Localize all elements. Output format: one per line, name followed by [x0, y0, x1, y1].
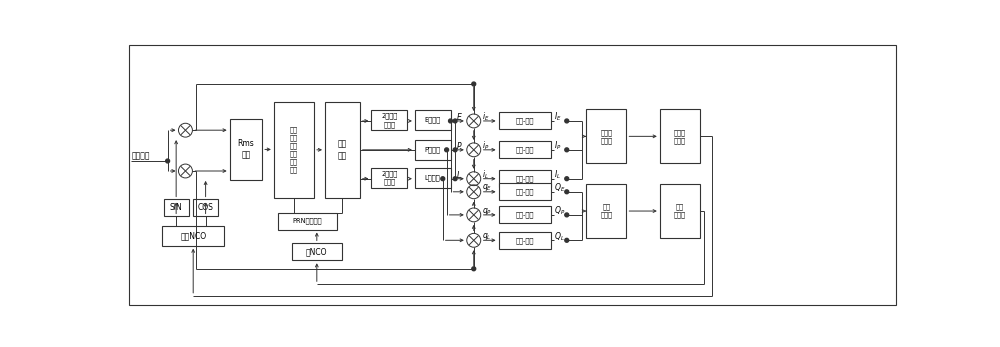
- Text: P支路码: P支路码: [425, 146, 441, 153]
- Text: $Q_L$: $Q_L$: [554, 230, 565, 243]
- Circle shape: [472, 82, 476, 86]
- Text: E支路码: E支路码: [425, 117, 441, 124]
- Bar: [499, 170, 551, 187]
- Bar: [371, 168, 407, 188]
- Text: $I_P$: $I_P$: [554, 140, 562, 152]
- Bar: [586, 109, 626, 163]
- Circle shape: [445, 148, 449, 152]
- Text: $I_L$: $I_L$: [554, 169, 561, 181]
- Text: $i_P$: $i_P$: [482, 140, 490, 152]
- Bar: [164, 200, 189, 217]
- Text: $I_E$: $I_E$: [554, 111, 562, 123]
- Text: 码环
鉴别器: 码环 鉴别器: [600, 204, 612, 218]
- Circle shape: [565, 148, 569, 152]
- Bar: [325, 102, 360, 198]
- Text: PRN码发生器: PRN码发生器: [293, 218, 322, 225]
- Circle shape: [472, 267, 476, 271]
- Text: L: L: [457, 171, 461, 180]
- Bar: [415, 140, 450, 160]
- Bar: [230, 119, 262, 180]
- Bar: [162, 227, 224, 246]
- Text: 码NCO: 码NCO: [306, 247, 328, 256]
- Circle shape: [449, 119, 452, 123]
- Text: $Q_P$: $Q_P$: [554, 205, 566, 217]
- Text: $q_P$: $q_P$: [482, 205, 492, 217]
- Bar: [499, 206, 551, 223]
- Circle shape: [166, 159, 170, 163]
- Bar: [499, 112, 551, 129]
- Text: 积分-清除: 积分-清除: [516, 212, 534, 218]
- Circle shape: [441, 177, 445, 181]
- Text: $i_E$: $i_E$: [482, 111, 490, 123]
- Circle shape: [565, 177, 569, 181]
- Text: $q_L$: $q_L$: [482, 231, 492, 242]
- Text: $i_L$: $i_L$: [482, 169, 489, 181]
- Circle shape: [565, 238, 569, 242]
- Circle shape: [453, 148, 457, 152]
- Text: E: E: [457, 113, 462, 122]
- Bar: [274, 102, 314, 198]
- Text: 积分-清除: 积分-清除: [516, 118, 534, 124]
- Text: 中频信号: 中频信号: [131, 151, 150, 160]
- Bar: [278, 213, 337, 229]
- Bar: [415, 168, 450, 188]
- Text: 载波环
鉴别器: 载波环 鉴别器: [600, 129, 612, 144]
- Text: 码环
滤波器: 码环 滤波器: [674, 204, 686, 218]
- Circle shape: [453, 119, 457, 123]
- Bar: [499, 232, 551, 249]
- Bar: [415, 110, 450, 130]
- Text: COS: COS: [198, 203, 214, 212]
- Bar: [660, 184, 700, 238]
- Text: L支路码: L支路码: [425, 175, 440, 181]
- Text: P: P: [457, 142, 461, 151]
- Text: 积分-清除: 积分-清除: [516, 146, 534, 153]
- Bar: [292, 243, 342, 260]
- Text: 载波环
滤波器: 载波环 滤波器: [674, 129, 686, 144]
- Text: 积分-清除: 积分-清除: [516, 175, 534, 182]
- Circle shape: [565, 119, 569, 123]
- Bar: [193, 200, 218, 217]
- Text: $q_E$: $q_E$: [482, 183, 493, 193]
- Bar: [499, 141, 551, 158]
- Bar: [371, 110, 407, 130]
- Text: 基于
压缩
感知
相位
偏移
计算: 基于 压缩 感知 相位 偏移 计算: [290, 126, 298, 174]
- Text: 积分-清除: 积分-清除: [516, 237, 534, 244]
- Text: Rms
数据: Rms 数据: [238, 139, 254, 160]
- Circle shape: [565, 213, 569, 217]
- Bar: [499, 183, 551, 200]
- Circle shape: [565, 190, 569, 194]
- Text: 积分-清除: 积分-清除: [516, 188, 534, 195]
- Circle shape: [453, 177, 457, 181]
- Text: 2位移位
寄存器: 2位移位 寄存器: [381, 113, 397, 128]
- Text: 载波NCO: 载波NCO: [180, 231, 206, 240]
- Text: $Q_E$: $Q_E$: [554, 182, 566, 194]
- Text: 2位移位
寄存器: 2位移位 寄存器: [381, 171, 397, 185]
- Text: SIN: SIN: [170, 203, 183, 212]
- Bar: [586, 184, 626, 238]
- Text: 循环
移位: 循环 移位: [338, 140, 347, 160]
- Bar: [660, 109, 700, 163]
